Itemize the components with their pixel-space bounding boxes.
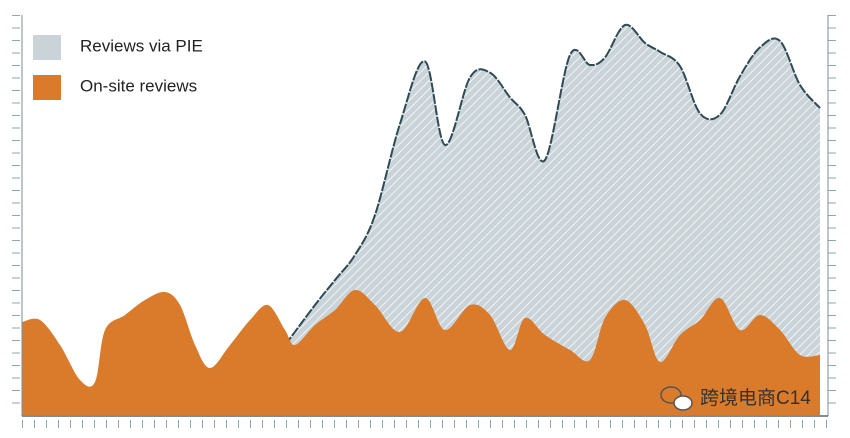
legend-swatch bbox=[33, 35, 61, 60]
legend-label: On-site reviews bbox=[80, 76, 197, 95]
area bbox=[22, 289, 820, 415]
legend-label: Reviews via PIE bbox=[80, 36, 203, 55]
watermark: 跨境电商C14 bbox=[660, 386, 811, 411]
legend: Reviews via PIE On-site reviews bbox=[33, 35, 203, 100]
watermark-text: 跨境电商C14 bbox=[700, 387, 811, 409]
wechat-icon bbox=[673, 395, 693, 411]
left-axis-ticks bbox=[8, 15, 22, 415]
legend-swatch bbox=[33, 75, 61, 100]
right-axis-ticks bbox=[828, 15, 838, 415]
plot-area bbox=[22, 23, 821, 416]
wechat-icon bbox=[660, 386, 682, 404]
bottom-axis-ticks bbox=[22, 416, 828, 434]
area-outline bbox=[284, 23, 821, 346]
